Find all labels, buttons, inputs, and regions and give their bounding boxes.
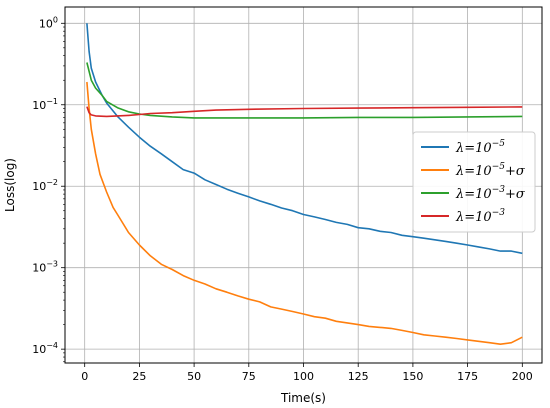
legend-entry-text: λ=10 [455,141,492,156]
x-tick-label: 100 [293,370,314,383]
legend-entry-exponent: −3 [492,208,506,218]
legend-entry-text: λ=10 [455,187,492,202]
y-tick-label: 10−1 [32,97,58,112]
legend-entry-text: λ=10 [455,210,492,225]
legend-entry-suffix: +σ [505,164,526,179]
y-tick-label: 10−2 [32,178,58,193]
legend-entry-exponent: −3 [492,185,506,195]
legend-entry-suffix: +σ [505,187,526,202]
y-tick-base: 10 [32,343,46,356]
series-line-1 [86,23,523,255]
x-axis-label: Time(s) [280,391,326,405]
x-tick-label: 25 [132,370,146,383]
grid [65,7,542,363]
y-axis-label: Loss(log) [3,158,17,212]
y-tick-exponent: −2 [46,178,58,187]
legend-entry: λ=10−5+σ [455,162,526,179]
y-tick-exponent: −1 [46,97,58,106]
x-tick-label: 200 [512,370,533,383]
y-tick-base: 10 [32,99,46,112]
y-tick-label: 10−3 [32,260,58,275]
x-tick-label: 50 [187,370,201,383]
series-lines [86,23,523,346]
y-tick-base: 10 [32,180,46,193]
x-tick-label: 75 [242,370,256,383]
y-tick-exponent: −4 [46,341,58,350]
y-tick-label: 10−4 [32,341,58,356]
legend-entry: λ=10−3 [455,208,505,225]
legend: λ=10−5λ=10−5+σλ=10−3+σλ=10−3 [412,131,536,233]
legend-entry-text: λ=10 [455,164,492,179]
x-axis-ticks: 0 25 50 75 100 125 150 175 200 [81,363,533,383]
y-tick-base: 10 [32,262,46,275]
y-tick-exponent: −3 [46,260,58,269]
x-tick-label: 125 [348,370,369,383]
y-tick-base: 10 [39,17,53,30]
series-line-4 [86,106,523,118]
y-tick-label: 100 [39,15,58,30]
legend-entry-exponent: −5 [492,162,506,172]
x-tick-label: 0 [81,370,88,383]
legend-entry: λ=10−3+σ [455,185,526,202]
legend-entry-exponent: −5 [492,139,506,149]
series-line-3 [86,62,523,119]
series-line-2 [86,81,523,346]
x-tick-label: 175 [457,370,478,383]
legend-entry: λ=10−5 [455,139,505,156]
x-tick-label: 150 [402,370,423,383]
legend-box [412,131,536,233]
y-tick-exponent: 0 [53,15,58,24]
